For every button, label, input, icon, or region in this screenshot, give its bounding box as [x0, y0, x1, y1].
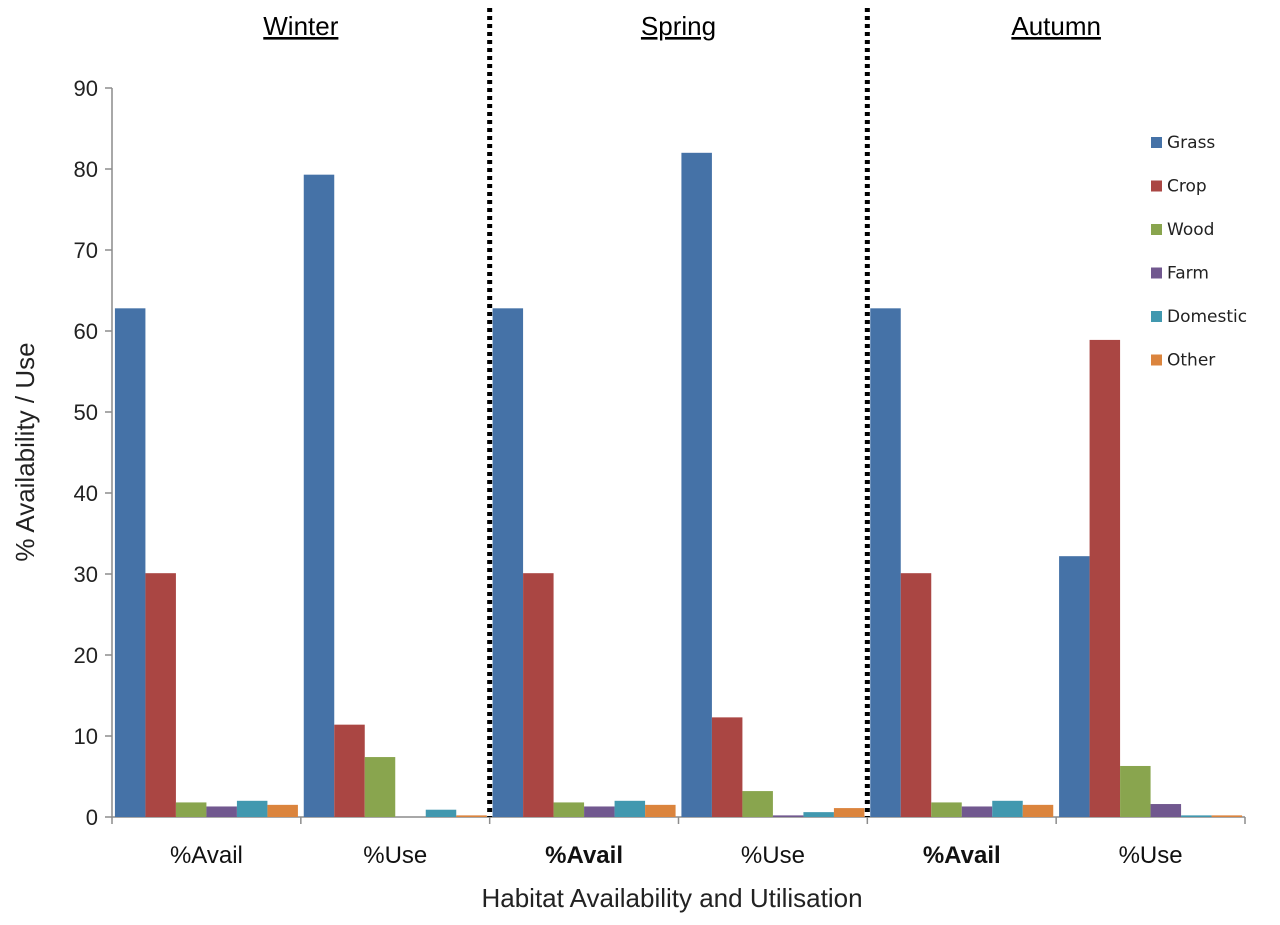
legend-swatch-grass	[1151, 137, 1162, 148]
y-tick-label: 10	[74, 724, 98, 749]
legend-label-other: Other	[1167, 351, 1215, 371]
legend-label-grass: Grass	[1167, 133, 1215, 153]
bar-domestic	[425, 809, 457, 817]
bar-crop	[1089, 339, 1121, 817]
y-tick-label: 40	[74, 481, 98, 506]
y-tick-label: 70	[74, 238, 98, 263]
bar-wood	[931, 802, 962, 817]
bar-other	[1211, 815, 1243, 817]
bar-wood	[175, 802, 207, 817]
y-tick-label: 80	[74, 157, 98, 182]
bar-grass	[303, 174, 335, 818]
bar-wood	[364, 757, 396, 817]
legend-label-crop: Crop	[1167, 177, 1207, 197]
bar-farm	[206, 806, 237, 817]
bar-crop	[523, 573, 554, 817]
legend-swatch-crop	[1151, 180, 1162, 192]
y-tick-label: 90	[74, 76, 98, 101]
bar-farm	[1150, 804, 1182, 817]
bar-other	[645, 804, 676, 817]
bar-farm	[584, 806, 615, 817]
y-tick-label: 20	[74, 643, 98, 668]
bar-farm	[772, 815, 804, 817]
season-label-spring: Spring	[641, 11, 716, 41]
legend-label-domestic: Domestic	[1167, 307, 1247, 327]
bar-other	[456, 815, 487, 817]
x-category-label: %Use	[1119, 842, 1183, 869]
bar-grass	[492, 308, 524, 817]
bar-domestic	[992, 800, 1023, 817]
y-tick-label: 0	[86, 805, 98, 830]
legend-swatch-farm	[1151, 267, 1162, 279]
bar-grass	[870, 308, 901, 817]
season-label-autumn: Autumn	[1011, 11, 1101, 41]
bar-crop	[900, 573, 932, 817]
legend-swatch-wood	[1151, 224, 1162, 235]
bar-crop	[145, 573, 176, 817]
legend-label-wood: Wood	[1167, 220, 1214, 240]
bar-other	[267, 804, 298, 817]
bar-grass	[114, 308, 146, 817]
bar-domestic	[1181, 815, 1212, 817]
bar-grass	[1059, 556, 1090, 817]
y-tick-label: 30	[74, 562, 98, 587]
bar-grass	[681, 152, 712, 818]
x-category-label: %Avail	[545, 842, 623, 869]
legend-swatch-other	[1151, 354, 1162, 366]
x-axis-title: Habitat Availability and Utilisation	[481, 883, 862, 913]
x-category-label: %Use	[363, 842, 427, 869]
bar-domestic	[803, 812, 834, 817]
bar-wood	[742, 791, 773, 817]
bar-crop	[334, 724, 365, 817]
bar-other	[1022, 804, 1054, 817]
bar-wood	[553, 802, 585, 817]
x-category-label: %Avail	[170, 842, 243, 869]
season-label-winter: Winter	[263, 11, 338, 41]
bar-wood	[1120, 765, 1151, 817]
x-category-label: %Use	[741, 842, 805, 869]
bar-farm	[961, 806, 993, 817]
bar-other	[833, 808, 865, 817]
legend-swatch-domestic	[1151, 311, 1162, 322]
x-category-label: %Avail	[923, 842, 1001, 869]
bar-crop	[711, 717, 743, 817]
legend-label-farm: Farm	[1167, 264, 1209, 284]
y-tick-label: 50	[74, 400, 98, 425]
y-axis-title: % Availability / Use	[10, 342, 40, 561]
bar-domestic	[236, 800, 268, 817]
y-tick-label: 60	[74, 319, 98, 344]
bar-domestic	[614, 800, 646, 817]
